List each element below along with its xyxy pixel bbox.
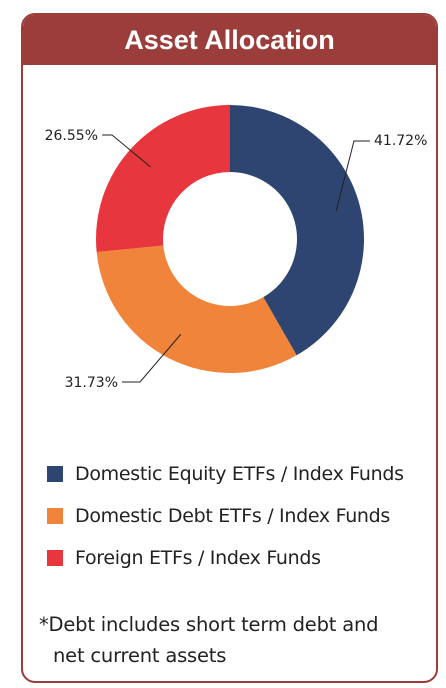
slice-domestic-equity [230, 105, 364, 356]
footnote-line-2: net current assets [53, 644, 227, 667]
legend-label-domestic-equity: Domestic Equity ETFs / Index Funds [75, 463, 404, 485]
footnote-line-1: *Debt includes short term debt and [39, 613, 379, 636]
slice-foreign [96, 105, 230, 253]
legend-item-domestic-debt: Domestic Debt ETFs / Index Funds [47, 495, 436, 537]
legend-label-domestic-debt: Domestic Debt ETFs / Index Funds [75, 505, 391, 527]
slice-domestic-debt [96, 245, 297, 373]
card-title: Asset Allocation [23, 15, 436, 65]
data-label-domestic-equity: 41.72% [374, 133, 427, 149]
legend-item-domestic-equity: Domestic Equity ETFs / Index Funds [47, 453, 436, 495]
legend-item-foreign: Foreign ETFs / Index Funds [47, 537, 436, 579]
legend-swatch-domestic-debt [47, 508, 63, 524]
leader-line-domestic-debt [122, 333, 182, 383]
legend-swatch-domestic-equity [47, 466, 63, 482]
footnote: *Debt includes short term debt and net c… [39, 609, 435, 671]
leader-line-domestic-equity [335, 140, 370, 211]
chart-legend: Domestic Equity ETFs / Index Funds Domes… [47, 453, 436, 579]
leader-line-foreign [102, 134, 151, 168]
data-label-foreign: 26.55% [45, 128, 98, 144]
legend-swatch-foreign [47, 550, 63, 566]
legend-label-foreign: Foreign ETFs / Index Funds [75, 547, 321, 569]
data-label-domestic-debt: 31.73% [65, 375, 118, 391]
